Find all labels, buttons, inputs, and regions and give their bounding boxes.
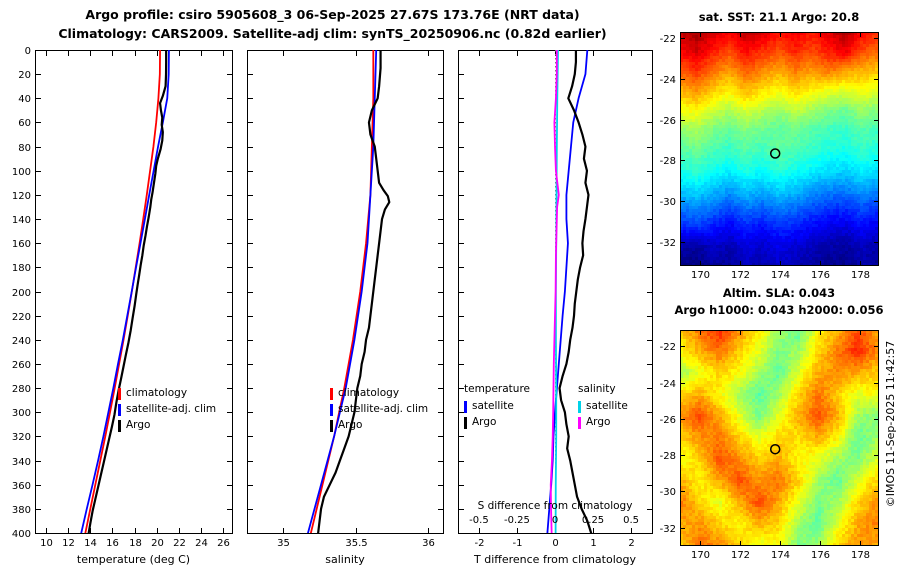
legend-color-bar	[118, 387, 121, 400]
salinity-legend: climatology satellite-adj. clim Argo	[330, 387, 428, 432]
legend-color-bar	[464, 400, 467, 413]
legend-label: satellite-adj. clim	[126, 403, 217, 415]
legend-label: Argo	[338, 419, 363, 431]
legend-label: climatology	[338, 387, 400, 399]
legend-item: climatology	[118, 387, 216, 400]
legend-color-bar	[330, 403, 333, 416]
legend-color-bar	[464, 416, 467, 429]
legend-color-bar	[118, 403, 121, 416]
legend-item: satellite	[464, 400, 530, 413]
difference-profile-chart	[451, 44, 660, 580]
sla-map-title: Altim. SLA: 0.043	[722, 286, 836, 300]
salinity-profile-chart	[240, 44, 451, 580]
sst-map-title: sat. SST: 21.1 Argo: 20.8	[698, 10, 860, 24]
legend-color-bar	[578, 416, 581, 429]
sst-map	[654, 26, 890, 290]
legend-label: satellite-adj. clim	[338, 403, 429, 415]
temperature-profile-chart	[0, 44, 240, 580]
legend-item: climatology	[330, 387, 428, 400]
legend-item: satellite-adj. clim	[330, 403, 428, 416]
legend-item: satellite-adj. clim	[118, 403, 216, 416]
legend-color-bar	[118, 419, 121, 432]
legend-label: Argo	[586, 416, 611, 428]
legend-label: climatology	[126, 387, 188, 399]
legend-color-bar	[330, 387, 333, 400]
legend-label: Argo	[126, 419, 151, 431]
difference-salinity-legend: salinity satellite Argo	[578, 383, 628, 429]
legend-item: satellite	[578, 400, 628, 413]
sla-map-subtitle: Argo h1000: 0.043 h2000: 0.056	[674, 303, 884, 317]
sla-map	[654, 322, 890, 574]
legend-item: Argo	[118, 419, 216, 432]
figure-title: Argo profile: csiro 5905608_3 06-Sep-202…	[85, 7, 580, 22]
temperature-legend: climatology satellite-adj. clim Argo	[118, 387, 216, 432]
legend-header: temperature	[464, 383, 530, 395]
legend-color-bar	[578, 400, 581, 413]
legend-item: Argo	[578, 416, 628, 429]
legend-label: Argo	[472, 416, 497, 428]
legend-item: Argo	[330, 419, 428, 432]
figure-subtitle: Climatology: CARS2009. Satellite-adj cli…	[58, 26, 607, 41]
legend-header: salinity	[578, 383, 616, 395]
legend-item: Argo	[464, 416, 530, 429]
difference-temperature-legend: temperature satellite Argo	[464, 383, 530, 429]
legend-color-bar	[330, 419, 333, 432]
copyright-watermark: ©IMOS 11-Sep-2025 11:42:57	[884, 340, 897, 508]
legend-label: satellite	[472, 400, 514, 412]
legend-label: satellite	[586, 400, 628, 412]
